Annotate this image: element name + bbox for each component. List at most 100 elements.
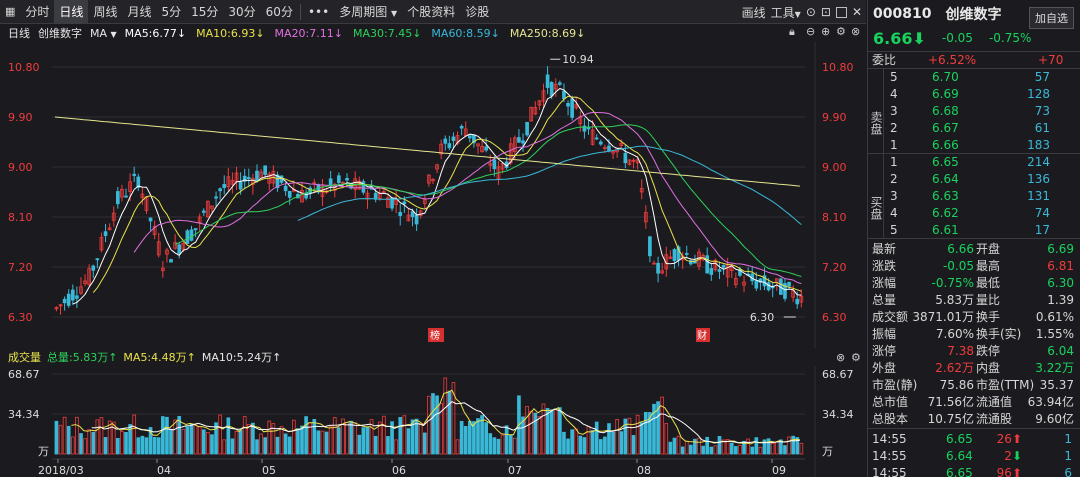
lock-icon[interactable]: 🔒︎ xyxy=(789,25,795,38)
stat-value: 1.39 xyxy=(1047,293,1074,307)
stat-row: 涨跌 -0.05 最高 6.81 xyxy=(868,258,1080,275)
more-periods-button[interactable]: ••• xyxy=(307,4,330,19)
sell-level-row[interactable]: 5 6.70 57 xyxy=(868,69,1080,86)
ma-values: MA5:6.77↓ MA10:6.93↓ MA20:7.11↓ MA30:7.45↓ M… xyxy=(125,27,586,40)
ma-selector[interactable]: MA ▼ xyxy=(90,27,117,40)
candle-body xyxy=(206,200,210,218)
price-change: -0.05 xyxy=(941,31,973,45)
date-tick-label: 06 xyxy=(392,464,406,477)
volume-bar xyxy=(324,431,329,455)
tab-5min[interactable]: 5分 xyxy=(161,4,182,19)
candle-body xyxy=(197,216,202,223)
candle-body xyxy=(517,137,521,143)
volume-bar xyxy=(173,419,177,455)
candlestick-chart[interactable]: 10.80 10.80 9.90 9.90 9.00 9.00 8.10 8.10 7.20 7.… xyxy=(0,42,866,348)
add-watchlist-button[interactable]: 加自选 xyxy=(1029,7,1074,29)
candle-body xyxy=(594,137,599,140)
volume-bar xyxy=(463,426,468,455)
weibi-pct: +6.52% xyxy=(928,53,977,67)
stock-info-button[interactable]: 个股资料 xyxy=(407,4,456,19)
tab-daily[interactable]: 日线 xyxy=(54,0,89,24)
grid-icon[interactable]: ▦ xyxy=(5,4,16,18)
stat-label: 市盈(静) xyxy=(872,378,918,392)
zoom-out-icon[interactable]: ⊖ xyxy=(806,25,816,38)
volume-ma10-line xyxy=(91,400,800,444)
volume-chart[interactable]: 68.67 68.67 34.34 34.34 万 万 2018/03 04 05 06 07 08 0… xyxy=(0,366,866,477)
buy-level-row[interactable]: 5 6.61 17 xyxy=(868,222,1080,239)
candle-body xyxy=(210,205,214,209)
candle-body xyxy=(283,185,288,192)
close-icon[interactable]: ⊗ xyxy=(836,350,846,364)
candle-body xyxy=(422,199,427,204)
volume-bar xyxy=(62,416,67,455)
sell-level-row[interactable]: 4 6.69 128 xyxy=(868,86,1080,103)
candle-body xyxy=(201,210,206,213)
candle-body xyxy=(435,164,439,170)
stat-label: 振幅 xyxy=(872,327,897,341)
volume-bar xyxy=(222,439,227,455)
candle-body xyxy=(570,98,574,118)
date-tick-label: 09 xyxy=(772,464,786,477)
volume-ma10: MA10:5.24万↑ xyxy=(201,351,282,364)
sell-level-row[interactable]: 1 6.66 183 xyxy=(868,137,1080,154)
maximize-icon[interactable] xyxy=(835,6,847,18)
tab-30min[interactable]: 30分 xyxy=(228,4,256,19)
candle-body xyxy=(467,135,472,139)
candle-body xyxy=(668,256,673,259)
settings-icon[interactable]: ⊙ xyxy=(805,5,816,19)
volume-ma5-line xyxy=(71,389,800,445)
volume-bar xyxy=(750,446,755,455)
crosshair-icon[interactable]: ⊡ xyxy=(820,5,831,19)
volume-bar xyxy=(623,418,628,455)
candle-body xyxy=(648,236,652,257)
volume-bar xyxy=(738,444,742,455)
volume-bar xyxy=(144,437,149,455)
tick-direction-icon: ⬆ xyxy=(1011,466,1022,477)
tools-button[interactable]: 工具▼ xyxy=(771,4,801,21)
tick-time: 14:55 xyxy=(872,466,907,477)
close-icon[interactable]: ⊗ xyxy=(851,25,861,38)
volume-bar xyxy=(238,429,243,455)
volume-bar xyxy=(758,446,763,455)
volume-bar xyxy=(500,434,505,455)
candle-body xyxy=(643,212,648,223)
volume-bar xyxy=(472,421,476,455)
volume-bar xyxy=(754,437,759,455)
buy-level-row[interactable]: 2 6.64 136 xyxy=(868,171,1080,188)
zoom-in-icon[interactable]: ⊕ xyxy=(821,25,831,38)
date-tick-label: 04 xyxy=(157,464,171,477)
close-icon[interactable]: ✕ xyxy=(851,5,862,19)
diagnose-button[interactable]: 诊股 xyxy=(465,4,490,19)
candle-body xyxy=(181,243,186,250)
buy-volume: 74 xyxy=(1034,206,1050,220)
buy-level-row[interactable]: 3 6.63 131 xyxy=(868,188,1080,205)
candle-body xyxy=(717,269,722,272)
volume-bar xyxy=(607,423,611,455)
volume-bar xyxy=(87,429,92,455)
multi-period-button[interactable]: 多周期图 ▼ xyxy=(334,0,402,24)
ma-value-3: MA30:7.45↓ xyxy=(352,26,422,40)
volume-bar xyxy=(316,430,321,455)
stat-value: 3.22万 xyxy=(1035,361,1074,375)
tab-60min[interactable]: 60分 xyxy=(265,4,293,19)
stat-label: 总市值 xyxy=(872,395,909,409)
sell-level-row[interactable]: 3 6.68 73 xyxy=(868,103,1080,120)
tab-monthly[interactable]: 月线 xyxy=(127,4,152,19)
draw-line-button[interactable]: 画线 xyxy=(741,5,766,20)
tab-intraday[interactable]: 分时 xyxy=(25,4,50,19)
settings-icon[interactable]: ⚙ xyxy=(836,25,846,38)
buy-level-row[interactable]: 4 6.62 74 xyxy=(868,205,1080,222)
price-tick-label: 9.90 xyxy=(822,111,847,124)
settings-icon[interactable]: ⚙ xyxy=(851,350,861,364)
volume-bar xyxy=(111,421,116,455)
toolbar-right: 画线 工具▼ ⊙ ⊡ ✕ xyxy=(742,0,862,24)
tab-weekly[interactable]: 周线 xyxy=(93,4,118,19)
tab-15min[interactable]: 15分 xyxy=(191,4,219,19)
sell-level-row[interactable]: 2 6.67 61 xyxy=(868,120,1080,137)
volume-bar xyxy=(165,416,169,455)
volume-bar xyxy=(529,410,534,455)
volume-bar xyxy=(508,435,513,455)
stat-value: -0.05 xyxy=(942,259,974,273)
volume-bar xyxy=(766,438,771,455)
buy-level-row[interactable]: 1 6.65 214 xyxy=(868,154,1080,171)
